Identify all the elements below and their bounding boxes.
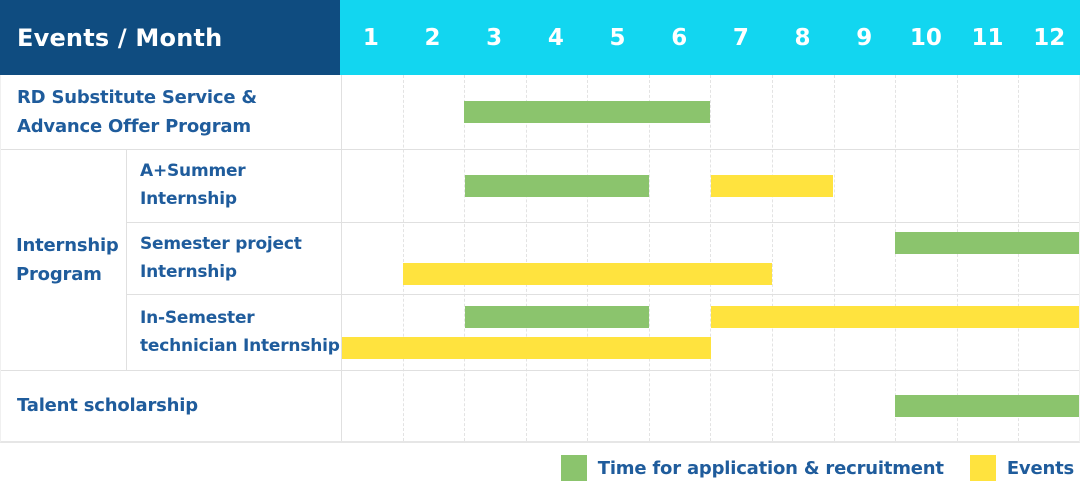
gantt-table: Events / Month 1 2 3 4 5 6 7 8 9 10 11 12 RD Substi…	[0, 0, 1080, 443]
row-label: In-Semester technician Internship	[140, 307, 340, 356]
legend: Time for application & recruitment Event…	[560, 451, 1074, 485]
legend-label-application-recruitment: Time for application & recruitment	[597, 457, 944, 479]
row-label: Internship Program	[16, 234, 119, 285]
bar-line	[341, 395, 1079, 417]
month-header-cell: 9	[856, 24, 873, 51]
row-chart-area	[342, 295, 1079, 370]
bar-line	[342, 232, 1079, 254]
row-label: RD Substitute Service & Advance Offer Pr…	[17, 86, 257, 137]
month-header-row: 1 2 3 4 5 6 7 8 9 10 11 12	[340, 0, 1080, 75]
month-header-cell: 4	[547, 24, 564, 51]
table-row: A+Summer Internship	[127, 150, 1079, 222]
row-chart-area	[341, 75, 1079, 149]
group-subrows: A+Summer Internship Semester project Inte…	[126, 150, 1079, 370]
month-header-cell: 5	[609, 24, 626, 51]
row-chart-area	[342, 223, 1079, 294]
bar-line	[342, 175, 1079, 197]
table-row: In-Semester technician Internship	[127, 294, 1079, 370]
month-header-cell: 11	[971, 24, 1004, 51]
application-recruitment-bar	[464, 175, 650, 197]
table-row: Semester project Internship	[127, 222, 1079, 294]
events-bar	[710, 175, 834, 197]
bar-line	[341, 101, 1079, 123]
row-chart-area	[341, 371, 1079, 441]
row-label: Talent scholarship	[17, 395, 198, 417]
legend-swatch-application-recruitment	[560, 455, 587, 481]
table-row-group: Internship Program A+Summer Internship Sem…	[1, 149, 1079, 370]
table-row: RD Substitute Service & Advance Offer Pr…	[1, 75, 1079, 149]
month-header-cell: 8	[794, 24, 811, 51]
application-recruitment-bar	[894, 232, 1079, 254]
month-header-cell: 6	[671, 24, 688, 51]
table-header-row: Events / Month 1 2 3 4 5 6 7 8 9 10 11 12	[0, 0, 1080, 75]
month-header-cell: 1	[362, 24, 379, 51]
table-row: Talent scholarship	[1, 370, 1079, 441]
month-header-cell: 7	[732, 24, 749, 51]
row-label: A+Summer Internship	[140, 161, 246, 209]
bar-line	[342, 306, 1079, 328]
bar-line	[342, 263, 1079, 285]
header-events-month-cell: Events / Month	[0, 0, 340, 75]
application-recruitment-bar	[464, 101, 710, 123]
month-header-cell: 12	[1033, 24, 1066, 51]
application-recruitment-bar	[894, 395, 1079, 417]
month-header-cell: 10	[909, 24, 942, 51]
month-header-cell: 3	[486, 24, 503, 51]
row-chart-area	[342, 150, 1079, 222]
application-recruitment-bar	[464, 306, 650, 328]
month-header-cell: 2	[424, 24, 441, 51]
legend-swatch-events	[969, 455, 996, 481]
events-bar	[403, 263, 772, 285]
events-bar	[710, 306, 1079, 328]
bar-line	[342, 337, 1079, 359]
row-label: Semester project Internship	[140, 233, 302, 282]
legend-label-events: Events	[1006, 457, 1074, 479]
events-bar	[342, 337, 711, 359]
table-body: RD Substitute Service & Advance Offer Pr…	[0, 75, 1080, 443]
